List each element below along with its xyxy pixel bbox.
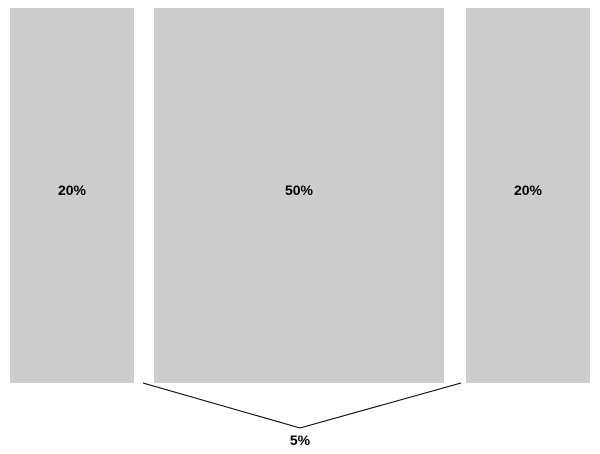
column-right: 20% (466, 8, 590, 383)
column-center-label: 50% (284, 181, 314, 198)
column-left: 20% (10, 8, 134, 383)
column-left-label: 20% (57, 181, 87, 198)
column-right-label: 20% (513, 181, 543, 198)
gutter-bracket (142, 382, 462, 429)
column-center: 50% (154, 8, 444, 383)
gutter-label: 5% (289, 432, 311, 448)
